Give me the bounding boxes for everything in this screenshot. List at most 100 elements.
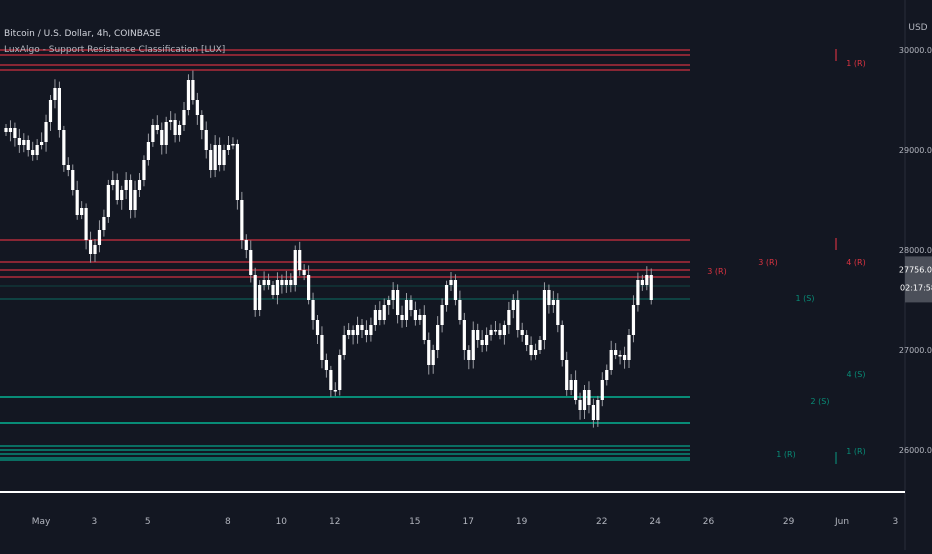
candle — [222, 150, 226, 165]
countdown-label: 02:17:58 — [900, 283, 932, 292]
candle — [133, 190, 137, 210]
candle — [40, 142, 44, 145]
candle — [320, 335, 324, 360]
candle — [71, 170, 75, 190]
candle — [266, 280, 271, 285]
candle — [560, 325, 564, 360]
candle — [578, 400, 582, 410]
price-tick-label: 27000.00 — [899, 346, 932, 355]
date-tick-label: 26 — [703, 517, 715, 527]
candle — [97, 230, 102, 245]
candle — [605, 370, 609, 380]
date-tick-label: 8 — [225, 517, 231, 527]
candle — [191, 80, 195, 100]
candle — [146, 142, 150, 160]
candle — [307, 275, 311, 300]
date-tick-label: 3 — [92, 517, 98, 527]
date-tick-label: 24 — [649, 517, 661, 527]
candle — [618, 355, 622, 357]
candle — [302, 270, 306, 275]
candle — [338, 355, 342, 390]
candle — [431, 350, 435, 365]
level-annotation: 1 (R) — [846, 447, 865, 456]
candle — [600, 380, 604, 400]
candle — [142, 160, 146, 180]
candle — [35, 145, 39, 155]
candle — [369, 325, 373, 335]
candle — [591, 405, 595, 420]
candle — [120, 190, 124, 200]
candle — [231, 144, 235, 146]
level-annotation: 3 (R) — [707, 267, 726, 276]
candle — [565, 360, 569, 390]
candle — [596, 400, 600, 420]
candle — [244, 240, 248, 250]
level-annotation: 1 (S) — [796, 294, 815, 303]
candle — [88, 240, 93, 254]
candle — [351, 330, 355, 335]
candle — [124, 180, 128, 190]
candle — [84, 208, 88, 240]
candle — [26, 140, 30, 150]
candle — [582, 390, 587, 410]
date-tick-label: 12 — [329, 517, 340, 527]
date-tick-label: 15 — [409, 517, 420, 527]
candle — [542, 290, 547, 340]
candle — [649, 275, 653, 300]
candle — [382, 305, 386, 320]
candle — [387, 300, 391, 305]
level-annotation: 1 (R) — [776, 450, 795, 459]
candle — [324, 360, 328, 370]
candle — [342, 335, 346, 355]
candle — [609, 350, 613, 370]
candle — [13, 128, 17, 138]
candle — [631, 305, 636, 335]
candle — [111, 180, 115, 185]
candle — [226, 145, 231, 150]
candle — [258, 285, 262, 310]
candle — [347, 330, 351, 335]
candle — [538, 340, 542, 350]
candle — [275, 280, 280, 295]
candle — [640, 280, 644, 285]
candle — [444, 285, 449, 305]
candle — [311, 300, 315, 320]
candle — [66, 165, 70, 170]
level-annotation: 4 (S) — [847, 370, 866, 379]
candle — [155, 125, 159, 130]
price-tick-label: 29000.00 — [899, 146, 932, 155]
candle — [498, 330, 502, 335]
candle — [298, 250, 302, 270]
candle — [529, 345, 533, 355]
candle — [427, 340, 431, 365]
candle — [271, 285, 275, 295]
candle — [169, 120, 173, 122]
date-tick-label: 29 — [783, 517, 795, 527]
candle — [164, 122, 168, 145]
indicator-title[interactable]: LuxAlgo - Support Resistance Classificat… — [4, 45, 226, 55]
candle — [240, 200, 244, 240]
candle — [364, 330, 369, 335]
candle — [75, 190, 79, 215]
candle — [160, 130, 164, 145]
candle — [404, 300, 409, 320]
candle — [422, 315, 426, 340]
candle — [449, 280, 453, 285]
candle — [502, 325, 506, 335]
candle — [8, 128, 13, 132]
candle — [511, 300, 515, 310]
candle — [102, 217, 106, 230]
candle — [569, 380, 573, 390]
date-tick-label: 19 — [516, 517, 528, 527]
candle — [396, 290, 400, 315]
candle — [173, 120, 177, 135]
candle — [520, 330, 524, 335]
candle — [106, 185, 110, 217]
candle — [293, 250, 297, 285]
candle — [17, 138, 21, 145]
candle — [485, 335, 489, 345]
candle — [355, 325, 360, 335]
candle — [614, 350, 618, 355]
